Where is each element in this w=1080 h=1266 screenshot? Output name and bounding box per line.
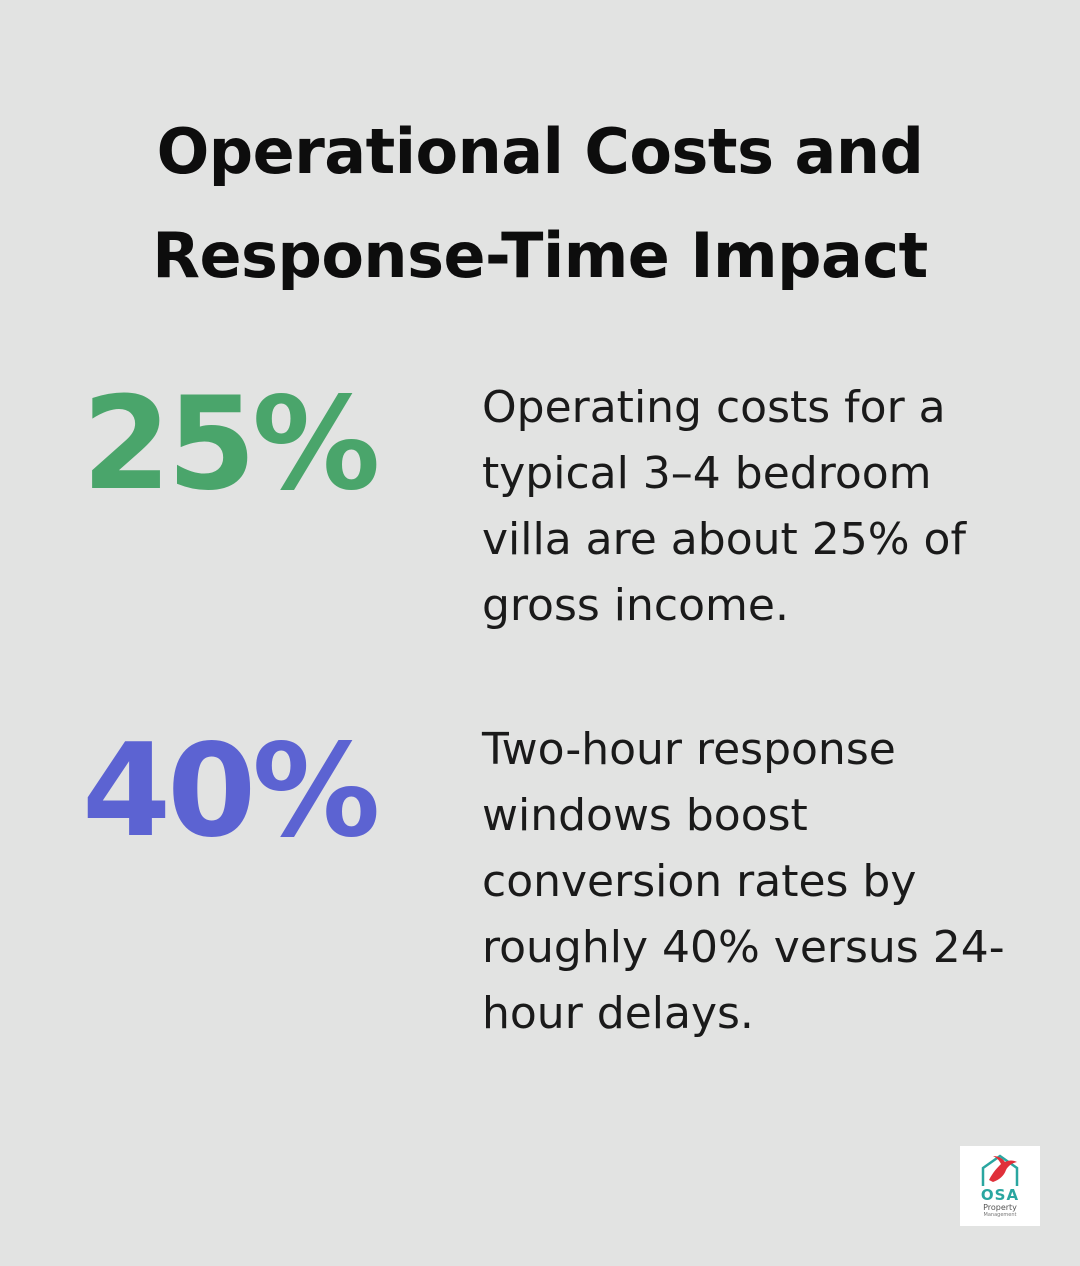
description-line: conversion rates by bbox=[482, 856, 917, 907]
description-line: Operating costs for a bbox=[482, 382, 946, 433]
description-line: windows boost bbox=[482, 790, 808, 841]
title-line-1: Operational Costs and bbox=[156, 115, 924, 188]
description-line: villa are about 25% of bbox=[482, 514, 966, 565]
page-title: Operational Costs and Response-Time Impa… bbox=[0, 100, 1080, 308]
description-line: Two-hour response bbox=[482, 724, 896, 775]
stat-value-response-time: 40% bbox=[82, 717, 380, 866]
bird-house-icon bbox=[981, 1154, 1019, 1186]
stat-description-response-time: Two-hour response windows boost conversi… bbox=[482, 717, 1022, 1047]
description-line: roughly 40% versus 24- bbox=[482, 922, 1005, 973]
company-logo: OSA Property Management bbox=[960, 1146, 1040, 1226]
title-line-2: Response-Time Impact bbox=[152, 219, 928, 292]
logo-name: OSA bbox=[980, 1186, 1020, 1204]
stat-description-operating-costs: Operating costs for a typical 3–4 bedroo… bbox=[482, 375, 1022, 639]
stat-value-operating-costs: 25% bbox=[82, 370, 380, 519]
description-line: typical 3–4 bedroom bbox=[482, 448, 932, 499]
description-line: gross income. bbox=[482, 580, 789, 631]
description-line: hour delays. bbox=[482, 988, 754, 1039]
logo-line-management: Management bbox=[983, 1212, 1017, 1218]
logo-line-property: Property bbox=[983, 1203, 1017, 1212]
